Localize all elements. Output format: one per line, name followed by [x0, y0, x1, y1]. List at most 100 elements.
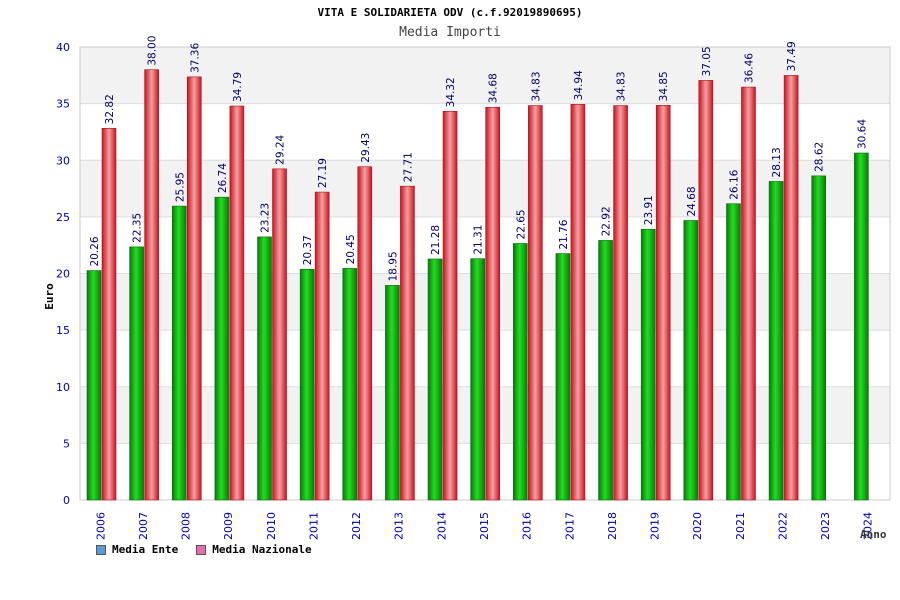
bar-nazionale: [741, 86, 756, 501]
x-tick-label: 2022: [776, 512, 789, 540]
bar-nazionale: [570, 104, 586, 501]
x-tick-label: 2012: [350, 512, 363, 540]
bar-ente: [598, 240, 613, 501]
data-label-ente: 21.76: [558, 219, 570, 249]
bar-nazionale: [357, 166, 373, 501]
bar-ente: [555, 253, 571, 501]
bar-ente: [683, 220, 699, 501]
y-tick-label: 25: [56, 211, 70, 224]
x-tick-label: 2007: [137, 512, 150, 540]
x-tick-label: 2016: [521, 512, 534, 540]
bar-ente: [385, 285, 400, 501]
x-tick-label: 2011: [307, 512, 320, 540]
x-tick-label: 2013: [393, 512, 406, 540]
bar-ente: [726, 203, 741, 501]
data-label-nazionale: 27.19: [317, 158, 329, 188]
data-label-ente: 23.91: [643, 195, 655, 225]
bar-ente: [640, 228, 656, 501]
y-axis-label: Euro: [42, 283, 56, 310]
x-tick-label: 2008: [180, 512, 193, 540]
data-label-nazionale: 37.49: [786, 41, 798, 71]
data-label-nazionale: 29.24: [275, 134, 287, 164]
bar-ente: [86, 270, 102, 501]
y-tick-label: 20: [56, 268, 70, 281]
x-tick-label: 2021: [734, 512, 747, 540]
legend-swatch-ente: [96, 544, 106, 555]
data-label-ente: 22.92: [601, 206, 613, 236]
data-label-ente: 20.37: [302, 235, 314, 265]
bar-nazionale: [144, 69, 159, 501]
plot-frame: [79, 46, 891, 501]
bar-nazionale: [528, 105, 543, 501]
y-tick-label: 30: [56, 154, 70, 167]
bar-ente: [854, 152, 869, 501]
bar-nazionale: [698, 80, 714, 501]
bar-nazionale: [655, 105, 671, 501]
bar-nazionale: [400, 185, 415, 501]
data-label-nazionale: 34.83: [616, 71, 628, 101]
data-label-nazionale: 34.85: [658, 71, 670, 101]
legend-label-ente: Media Ente: [112, 543, 179, 556]
x-tick-label: 2006: [94, 512, 107, 540]
bar-ente: [129, 246, 144, 501]
bar-ente: [214, 196, 230, 501]
x-tick-label: 2020: [691, 512, 704, 540]
legend-item-nazionale: Media Nazionale: [196, 543, 312, 556]
y-tick-label: 10: [56, 381, 70, 394]
data-label-ente: 25.95: [174, 172, 186, 202]
data-label-nazionale: 29.43: [360, 133, 372, 163]
y-tick-label: 15: [56, 324, 70, 337]
y-tick-label: 0: [63, 494, 70, 507]
data-label-ente: 21.31: [473, 225, 485, 255]
data-label-ente: 28.13: [771, 147, 783, 177]
bar-nazionale: [314, 191, 330, 501]
bar-ente: [299, 269, 315, 501]
bar-nazionale: [229, 105, 245, 501]
data-label-nazionale: 34.94: [573, 70, 585, 100]
bar-nazionale: [186, 76, 202, 501]
x-tick-label: 2015: [478, 512, 491, 540]
bar-ente: [768, 181, 784, 501]
data-label-nazionale: 34.68: [488, 73, 500, 103]
data-label-nazionale: 34.83: [530, 71, 542, 101]
data-label-nazionale: 36.46: [743, 53, 755, 83]
x-tick-label: 2018: [606, 512, 619, 540]
data-label-ente: 30.64: [856, 119, 868, 149]
data-label-nazionale: 34.32: [445, 77, 457, 107]
data-label-nazionale: 37.36: [189, 43, 201, 73]
x-tick-label: 2010: [265, 512, 278, 540]
bar-ente: [342, 268, 358, 501]
bar-nazionale: [272, 168, 287, 501]
data-label-ente: 22.65: [515, 209, 527, 239]
data-label-ente: 24.68: [686, 186, 698, 216]
data-label-ente: 26.16: [728, 169, 740, 199]
bar-nazionale: [485, 106, 500, 501]
data-label-nazionale: 27.71: [402, 152, 414, 182]
bar-nazionale: [101, 128, 117, 501]
bar-ente: [257, 236, 272, 501]
bar-ente: [171, 205, 187, 501]
chart-title: VITA E SOLIDARIETA ODV (c.f.92019890695): [317, 6, 583, 19]
y-tick-label: 40: [56, 41, 70, 54]
bar-ente: [470, 258, 485, 501]
y-tick-label: 35: [56, 98, 70, 111]
bar-ente: [513, 243, 528, 501]
x-tick-label: 2024: [862, 512, 875, 540]
data-label-ente: 23.23: [260, 203, 272, 233]
bar-nazionale: [442, 111, 458, 501]
data-label-ente: 21.28: [430, 225, 442, 255]
data-label-ente: 18.95: [387, 251, 399, 281]
legend-swatch-nazionale: [196, 544, 207, 555]
x-tick-label: 2019: [649, 512, 662, 540]
y-tick-label: 5: [63, 437, 70, 450]
x-tick-label: 2009: [222, 512, 235, 540]
data-label-ente: 20.26: [89, 236, 101, 266]
data-label-ente: 28.62: [814, 142, 826, 172]
data-label-nazionale: 37.05: [701, 46, 713, 76]
data-label-ente: 20.45: [345, 234, 357, 264]
data-label-nazionale: 32.82: [104, 94, 116, 124]
x-tick-label: 2023: [819, 512, 832, 540]
data-label-ente: 22.35: [132, 213, 144, 243]
data-label-ente: 26.74: [217, 163, 229, 193]
